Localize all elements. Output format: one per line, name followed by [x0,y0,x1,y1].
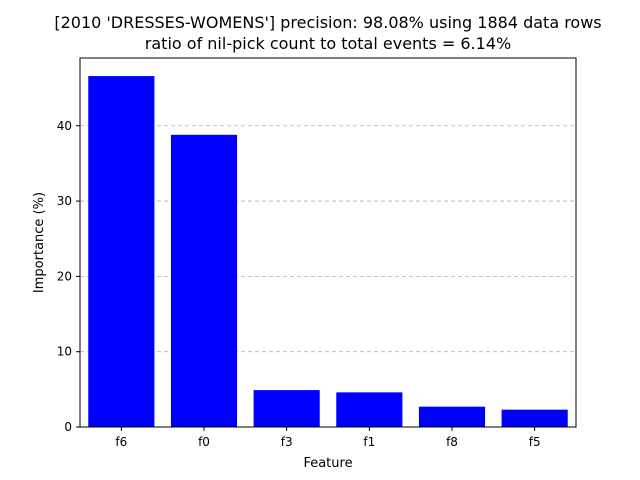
y-tick-label: 0 [64,420,72,434]
bar-f3 [253,390,320,427]
x-tick-label-f1: f1 [363,435,375,449]
chart-subtitle: ratio of nil-pick count to total events … [145,34,511,53]
bars [88,76,568,427]
x-tick-label-f5: f5 [529,435,541,449]
bar-f0 [170,134,238,427]
x-axis-ticks: f6 f0 f3 f1 f8 f5 [115,427,541,449]
y-tick-label: 20 [57,269,72,283]
y-tick-label: 10 [57,345,72,359]
x-tick-label-f0: f0 [198,435,210,449]
bar-f5 [501,409,568,427]
x-tick-label-f8: f8 [446,435,458,449]
y-axis-ticks: 0 10 20 30 40 [57,119,80,434]
x-tick-label-f6: f6 [115,435,127,449]
x-axis-label: Feature [303,456,352,471]
y-tick-label: 40 [57,119,72,133]
chart-title: [2010 'DRESSES-WOMENS'] precision: 98.08… [54,13,601,32]
grid-lines [80,125,576,353]
y-tick-label: 30 [57,194,72,208]
bar-f1 [336,392,403,427]
plot-frame [79,57,577,428]
bar-f6 [88,76,155,427]
x-tick-label-f3: f3 [281,435,293,449]
y-axis-label: Importance (%) [32,192,47,293]
bar-f8 [418,406,486,427]
